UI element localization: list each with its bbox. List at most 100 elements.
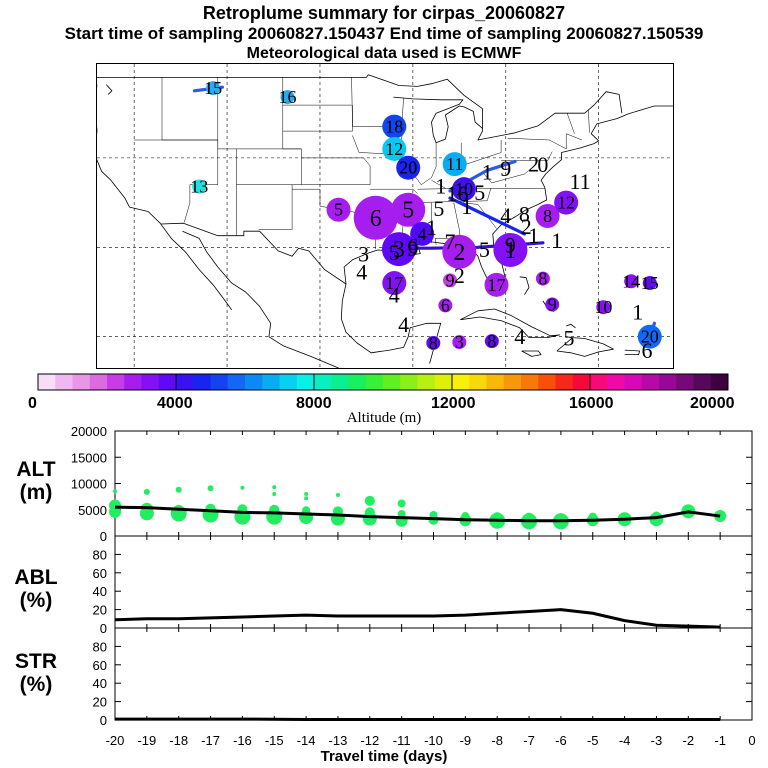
- x-tick-label: -14: [297, 733, 316, 748]
- plume-marker-label: 5: [334, 200, 343, 220]
- day-label: 9: [407, 236, 418, 261]
- state-border: [461, 140, 502, 167]
- day-label: 1: [426, 215, 437, 240]
- colorbar-segment: [193, 374, 211, 390]
- state-border: [236, 148, 302, 185]
- colorbar-tick-8000: 8000: [296, 395, 332, 412]
- alt-panel-frame: [114, 430, 753, 537]
- alt-y-tick-label: 10000: [71, 477, 107, 492]
- plume-marker-label: 13: [190, 176, 208, 196]
- plume-marker-label: 16: [278, 87, 296, 107]
- abl-line: [114, 608, 721, 629]
- coastline: [106, 84, 113, 95]
- colorbar-segment: [641, 374, 660, 390]
- alt-point: [266, 508, 283, 525]
- plume-marker: [353, 195, 398, 240]
- alt-point: [364, 507, 375, 518]
- day-label: 5: [479, 237, 490, 262]
- x-tick-label: -16: [233, 733, 252, 748]
- colorbar-segment: [124, 374, 142, 390]
- state-border: [566, 113, 575, 134]
- colorbar-tick-0: 0: [28, 395, 37, 412]
- day-label: 9: [500, 156, 511, 181]
- plume-marker: [484, 334, 499, 349]
- abl-y-tick-label: 0: [100, 621, 107, 636]
- day-label: 2: [528, 151, 539, 176]
- plume-marker: [535, 271, 550, 286]
- colorbar-segment: [503, 374, 522, 390]
- plume-marker-label: 15: [641, 273, 659, 293]
- colorbar-segment: [572, 374, 591, 390]
- state-border: [351, 77, 404, 127]
- altitude-colorbar: [37, 373, 729, 391]
- abl-y-tick-label: 80: [93, 547, 107, 562]
- x-tick-label: -10: [424, 733, 443, 748]
- x-tick-label: -9: [460, 733, 472, 748]
- alt-point: [140, 502, 153, 515]
- abl-y-tick-label: 20: [93, 603, 107, 618]
- colorbar-segment: [486, 374, 505, 390]
- chart-title: Retroplume summary for cirpas_20060827: [202, 3, 566, 23]
- alt-point: [237, 504, 248, 515]
- plume-marker-label: 10: [594, 297, 612, 317]
- plume-marker: [382, 136, 407, 161]
- abl-panel-title: ABL (%): [14, 566, 58, 612]
- colorbar-segment: [659, 374, 677, 390]
- x-tick-label: -13: [329, 733, 348, 748]
- plume-marker: [326, 197, 351, 222]
- colorbar-segment: [452, 374, 470, 390]
- day-label: 11: [570, 169, 591, 194]
- plume-marker: [493, 232, 528, 267]
- plume-marker-label: 5: [402, 198, 414, 224]
- x-tick-label: -12: [360, 733, 379, 748]
- day-label: 2: [454, 263, 465, 288]
- x-tick-label: -17: [201, 733, 220, 748]
- alt-point: [304, 496, 309, 501]
- state-border: [412, 188, 545, 203]
- colorbar-segment: [365, 374, 384, 390]
- day-label: 5: [563, 326, 574, 351]
- alt-point: [332, 506, 343, 517]
- coastline: [566, 323, 576, 329]
- plume-marker-label: 3: [455, 332, 464, 352]
- plume-marker-label: 8: [543, 206, 552, 226]
- state-border: [501, 151, 553, 161]
- plume-marker: [206, 81, 221, 96]
- coastline: [460, 308, 561, 338]
- day-label: 1: [632, 300, 643, 325]
- alt-y-tick-label: 15000: [71, 450, 107, 465]
- day-label: 9: [505, 233, 516, 258]
- colorbar-segment: [72, 374, 91, 390]
- x-tick-label: -2: [683, 733, 695, 748]
- plume-marker: [396, 155, 421, 180]
- colorbar-segment: [538, 374, 556, 390]
- alt-point: [109, 505, 121, 518]
- plume-marker-label: 11: [446, 154, 463, 174]
- state-border: [421, 142, 437, 185]
- plume-marker: [391, 192, 426, 227]
- day-label: 0: [537, 152, 548, 177]
- day-label: 3: [358, 242, 369, 267]
- alt-point: [555, 513, 566, 524]
- alt-point: [397, 509, 406, 518]
- sampling-times: Start time of sampling 20060827.150437 E…: [64, 24, 704, 43]
- x-tick-label: -1: [714, 733, 726, 748]
- x-tick-label: -6: [555, 733, 567, 748]
- colorbar-segment: [245, 374, 263, 390]
- colorbar-segment: [521, 374, 539, 390]
- alt-point: [489, 512, 506, 529]
- day-label: 1: [528, 223, 539, 248]
- colorbar-segment: [417, 374, 436, 390]
- x-tick-label: -20: [106, 733, 125, 748]
- state-border: [431, 179, 446, 189]
- x-tick-label: -15: [265, 733, 284, 748]
- state-border: [482, 166, 534, 184]
- plume-marker-label: 15: [204, 78, 222, 98]
- alt-point: [173, 504, 184, 515]
- colorbar-segment: [89, 374, 108, 390]
- alt-point: [397, 499, 406, 508]
- plume-marker: [438, 298, 453, 313]
- alt-point: [205, 503, 216, 514]
- alt-point: [113, 489, 117, 494]
- colorbar-segment: [279, 374, 298, 390]
